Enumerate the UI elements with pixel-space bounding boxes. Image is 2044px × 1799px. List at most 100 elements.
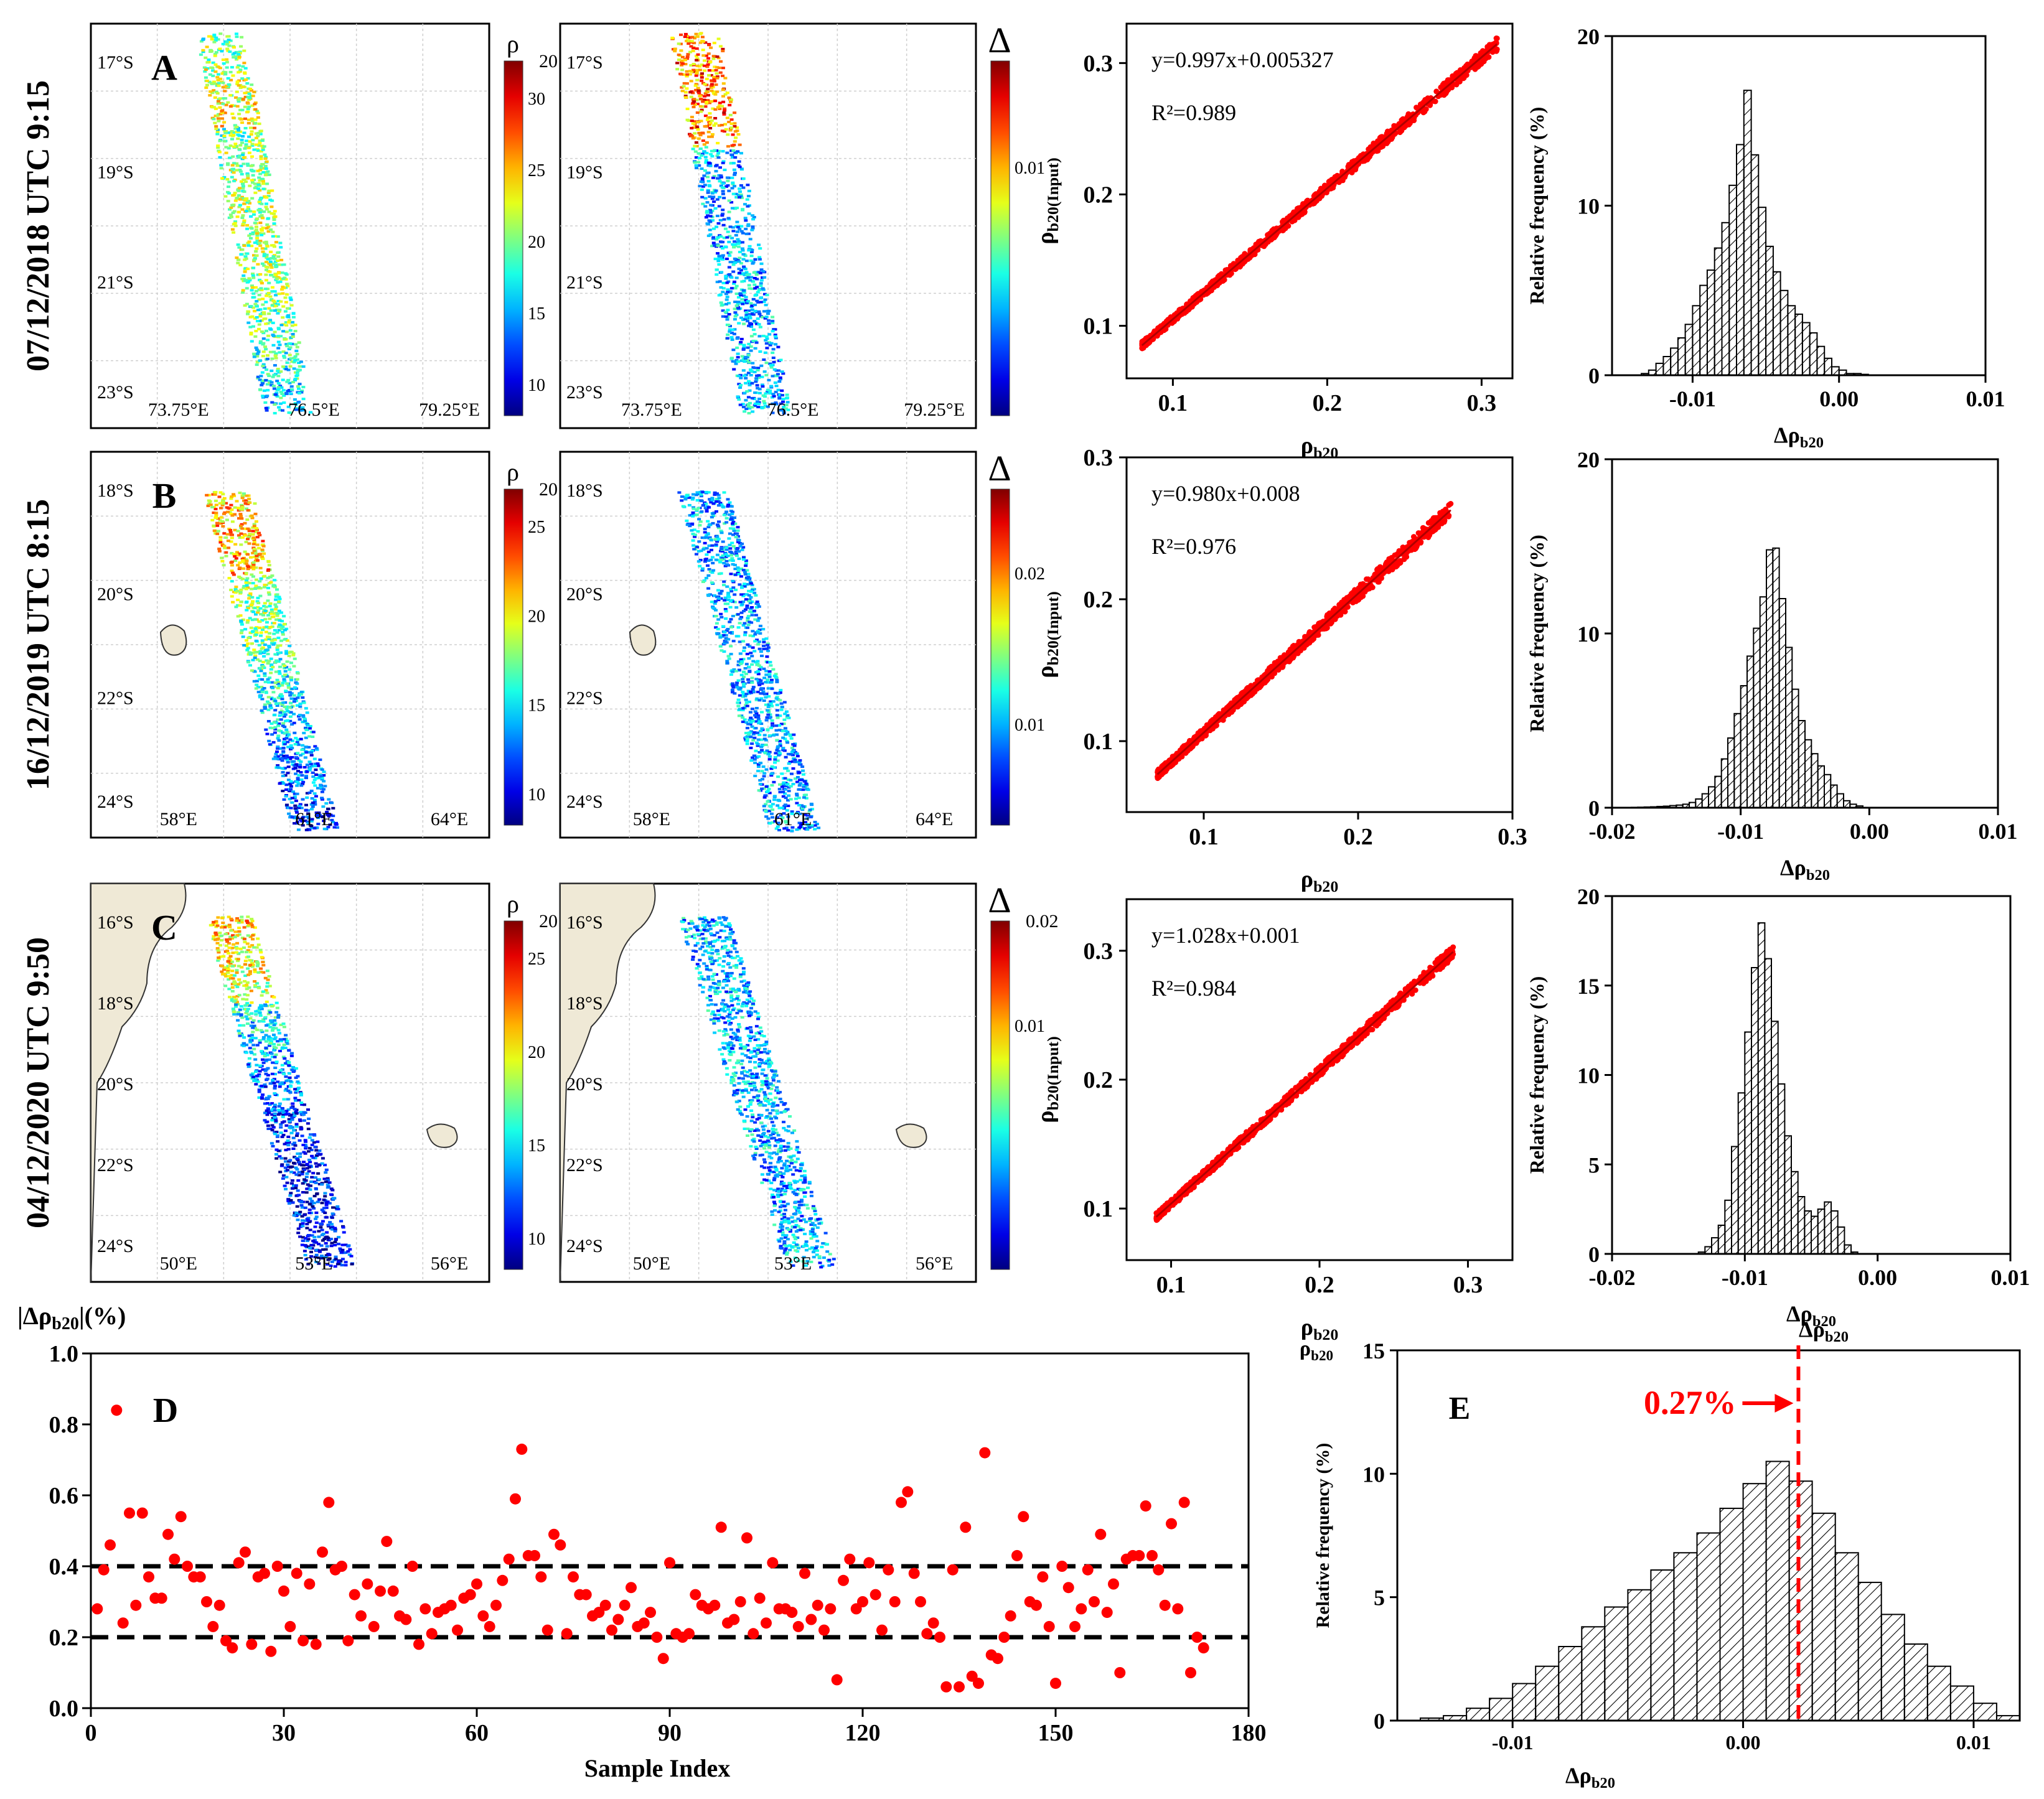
swath-pixel bbox=[749, 325, 754, 328]
swath-pixel bbox=[746, 404, 751, 408]
swath-pixel bbox=[771, 402, 775, 405]
swath-pixel bbox=[804, 782, 809, 785]
swath-pixel bbox=[252, 210, 256, 213]
swath-pixel bbox=[253, 607, 257, 610]
swath-pixel bbox=[243, 960, 248, 963]
swath-pixel bbox=[293, 686, 297, 689]
swath-pixel bbox=[725, 281, 729, 284]
swath-pixel bbox=[237, 55, 241, 58]
swath-pixel bbox=[241, 156, 246, 159]
swath-pixel bbox=[762, 772, 767, 775]
swath-pixel bbox=[252, 148, 256, 151]
lat-tick-label: 21°S bbox=[97, 272, 134, 292]
swath-pixel bbox=[700, 39, 705, 42]
swath-pixel bbox=[717, 520, 721, 523]
swath-pixel bbox=[248, 1047, 252, 1050]
swath-pixel bbox=[682, 82, 687, 85]
swath-pixel bbox=[232, 131, 237, 134]
swath-pixel bbox=[256, 320, 260, 322]
swath-pixel bbox=[245, 208, 250, 212]
swath-pixel bbox=[220, 559, 225, 563]
swath-pixel bbox=[211, 69, 215, 72]
swath-pixel bbox=[693, 161, 697, 164]
swath-pixel bbox=[252, 525, 256, 528]
swath-pixel bbox=[698, 65, 702, 68]
swath-pixel bbox=[274, 1011, 279, 1014]
swath-pixel bbox=[730, 176, 734, 179]
swath-pixel bbox=[779, 689, 783, 692]
swath-pixel bbox=[245, 227, 250, 230]
swath-pixel bbox=[207, 493, 211, 497]
swath-pixel bbox=[223, 73, 228, 76]
swath-pixel bbox=[254, 289, 258, 292]
swath-pixel bbox=[278, 385, 283, 388]
swath-pixel bbox=[686, 53, 690, 56]
swath-pixel bbox=[213, 508, 218, 510]
swath-pixel bbox=[685, 75, 689, 78]
swath-pixel bbox=[202, 66, 207, 69]
swath-pixel bbox=[261, 250, 265, 253]
swath-pixel bbox=[298, 805, 302, 808]
swath-pixel bbox=[713, 65, 717, 68]
swath-pixel bbox=[695, 54, 698, 57]
swath-pixel bbox=[719, 175, 723, 179]
swath-pixel bbox=[699, 493, 703, 496]
swath-pixel bbox=[693, 144, 697, 147]
swath-pixel bbox=[270, 304, 274, 307]
swath-pixel bbox=[719, 301, 723, 304]
swath-pixel bbox=[696, 128, 700, 131]
swath-pixel bbox=[717, 257, 721, 260]
swath-pixel bbox=[699, 180, 703, 183]
swath-pixel bbox=[731, 348, 736, 352]
swath-pixel bbox=[273, 305, 277, 307]
colorbar-title: ρ bbox=[507, 30, 519, 58]
swath-pixel bbox=[723, 107, 727, 110]
swath-pixel bbox=[695, 499, 700, 502]
swath-pixel bbox=[264, 379, 268, 382]
swath-pixel bbox=[705, 553, 709, 556]
swath-pixel bbox=[296, 1179, 301, 1182]
swath-pixel bbox=[310, 818, 314, 821]
swath-pixel bbox=[272, 1034, 276, 1036]
swath-pixel bbox=[689, 80, 693, 83]
swath-pixel bbox=[264, 1040, 268, 1043]
swath-pixel bbox=[227, 44, 232, 47]
lat-tick-label: 20°S bbox=[97, 584, 134, 605]
swath-pixel bbox=[691, 91, 695, 95]
swath-pixel bbox=[222, 512, 226, 515]
swath-pixel bbox=[726, 324, 731, 327]
swath-pixel bbox=[266, 700, 270, 703]
swath-pixel bbox=[227, 39, 231, 42]
swath-pixel bbox=[719, 612, 723, 615]
swath-pixel bbox=[705, 152, 709, 154]
swath-pixel bbox=[251, 1030, 255, 1034]
swath-pixel bbox=[708, 220, 713, 223]
swath-pixel bbox=[719, 184, 723, 187]
swath-pixel bbox=[315, 813, 319, 816]
swath-pixel bbox=[251, 169, 256, 172]
swath-pixel bbox=[772, 360, 776, 363]
swath-pixel bbox=[234, 50, 238, 54]
swath-pixel bbox=[277, 722, 281, 725]
swath-pixel bbox=[270, 722, 274, 725]
swath-pixel bbox=[235, 105, 240, 108]
swath-pixel bbox=[273, 301, 276, 304]
swath-pixel bbox=[721, 82, 726, 85]
swath-pixel bbox=[297, 387, 301, 390]
swath-pixel bbox=[703, 197, 708, 200]
swath-pixel bbox=[756, 691, 760, 693]
swath-pixel bbox=[759, 284, 763, 287]
swath-pixel bbox=[724, 521, 729, 524]
swath-pixel bbox=[223, 71, 228, 74]
swath-pixel bbox=[235, 130, 239, 133]
swath-pixel bbox=[250, 117, 254, 120]
swath-pixel bbox=[231, 211, 235, 214]
swath-pixel bbox=[235, 215, 240, 218]
swath-pixel bbox=[685, 73, 690, 76]
swath-pixel bbox=[274, 721, 278, 724]
swath-pixel bbox=[762, 638, 766, 641]
swath-pixel bbox=[277, 739, 281, 742]
swath-pixel bbox=[260, 371, 265, 374]
swath-pixel bbox=[754, 707, 759, 709]
swath-pixel bbox=[696, 121, 700, 124]
